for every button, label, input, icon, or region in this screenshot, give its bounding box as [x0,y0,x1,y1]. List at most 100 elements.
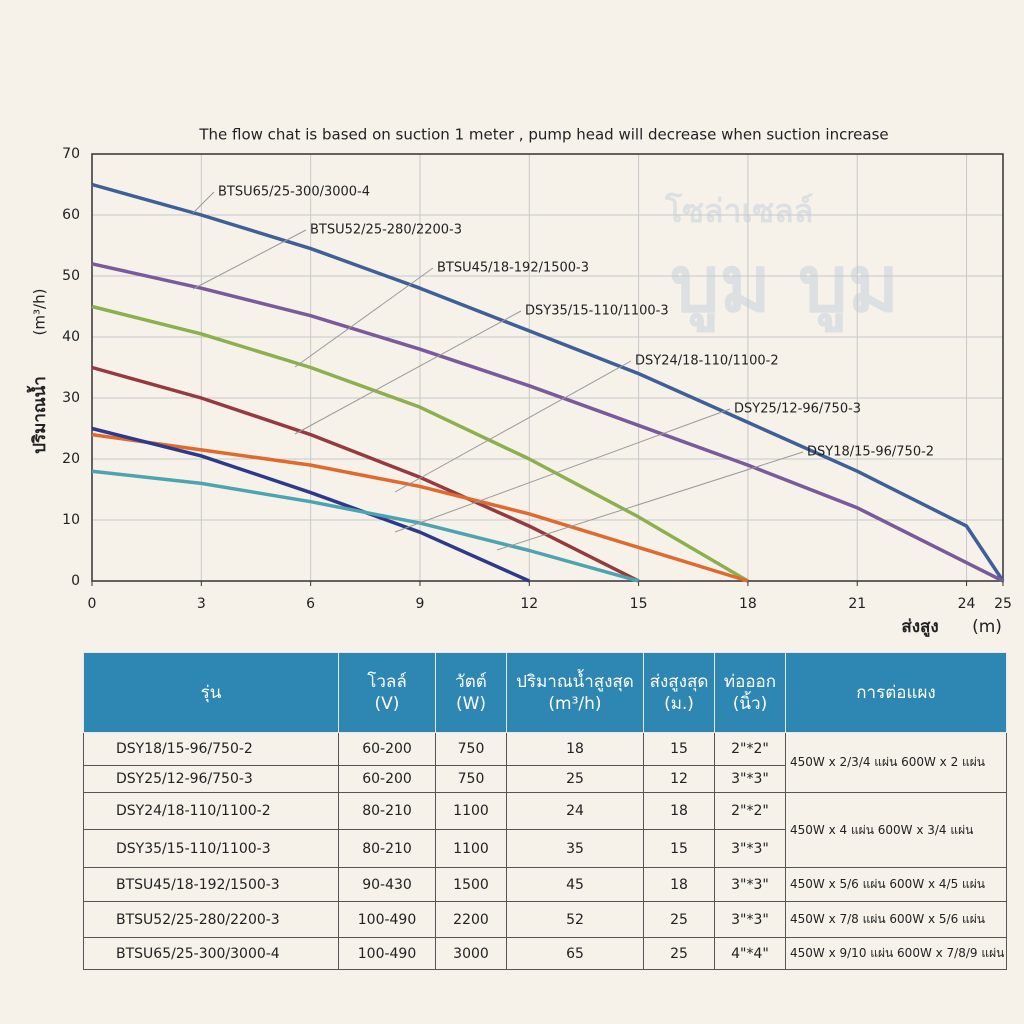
x-tick-label: 25 [994,596,1012,612]
table-cell: 3"*3" [714,901,786,938]
table-cell: 18 [643,867,715,902]
table-row: DSY35/15-110/1100-3 80-210 1100 35 15 3"*3" [83,829,1007,868]
series-label: BTSU65/25-300/3000-4 [218,185,370,200]
x-tick-label: 6 [306,596,315,612]
table-cell: 1500 [435,867,507,902]
series-label: DSY18/15-96/750-2 [807,445,934,460]
header-text: ปริมาณน้ำสูงสุด [516,671,634,692]
table-cell: 750 [435,765,507,793]
table-cell: 25 [643,901,715,938]
table-cell: 1100 [435,792,507,830]
table-cell: 2"*2" [714,732,786,766]
table-cell: 60-200 [338,765,436,793]
series-line [91,182,1005,582]
header-text: (W) [455,693,487,714]
x-tick-label: 12 [520,596,538,612]
header-text: วัตต์ [455,671,487,692]
table-cell: 80-210 [338,792,436,830]
leader-line [294,310,522,435]
series-line [91,365,640,583]
header-text: (นิ้ว) [732,693,768,714]
table-row: DSY18/15-96/750-2 60-200 750 18 15 2"*2" 450W … [83,732,1007,793]
y-tick-label: 30 [62,390,80,406]
table-cell: 450W x 4 แผ่น 600W x 3/4 แผ่น [785,792,1007,868]
table-cell: 18 [643,792,715,830]
table-cell: 3000 [435,937,507,970]
leader-line [496,451,804,551]
table-cell: 100-490 [338,901,436,938]
header-cell: ปริมาณน้ำสูงสุด (m³/h) [506,652,644,733]
table-cell: 4"*4" [714,937,786,970]
series-label: DSY35/15-110/1100-3 [525,304,669,319]
header-text: (ม.) [664,693,694,714]
y-axis-label: ปริมาณน้ำ [26,376,50,454]
table-cell: 80-210 [338,829,436,868]
table-cell: 24 [506,792,644,830]
table-cell: 450W x 9/10 แผ่น 600W x 7/8/9 แผ่น [785,937,1007,970]
table-cell: 1100 [435,829,507,868]
table-cell: 25 [643,937,715,970]
leader-line [192,229,307,290]
header-text: โวลล์ [367,671,407,692]
table-row: BTSU65/25-300/3000-4 100-490 3000 65 25 4"*4"… [83,937,1007,970]
series-line [91,469,640,583]
table-cell: BTSU45/18-192/1500-3 [83,867,339,902]
header-text: รุ่น [200,682,222,703]
x-tick-label: 24 [958,596,976,612]
table-cell: 45 [506,867,644,902]
header-cell: รุ่น [83,652,339,733]
series-label: DSY25/12-96/750-3 [734,402,861,417]
table-cell: 450W x 7/8 แผ่น 600W x 5/6 แผ่น [785,901,1007,938]
table-row: BTSU52/25-280/2200-3 100-490 2200 52 25 3"*3"… [83,901,1007,938]
table-row: BTSU45/18-192/1500-3 90-430 1500 45 18 3"*3" 4… [83,867,1007,902]
y-tick-label: 0 [71,573,80,589]
leader-line [394,360,632,493]
header-text: (V) [374,693,400,714]
table-cell: 3"*3" [714,867,786,902]
series-label: BTSU52/25-280/2200-3 [310,223,462,238]
series-line [91,432,749,583]
table-cell: DSY35/15-110/1100-3 [83,829,339,868]
x-tick-label: 21 [848,596,866,612]
table-row: DSY24/18-110/1100-2 80-210 1100 24 18 2"*2" 45… [83,792,1007,868]
table-cell: 15 [643,732,715,766]
table-cell: 750 [435,732,507,766]
x-tick-label: 3 [197,596,206,612]
table-row: DSY25/12-96/750-3 60-200 750 25 12 3"*3" [83,765,1007,793]
header-cell: ท่อออก (นิ้ว) [714,652,786,733]
series-label: BTSU45/18-192/1500-3 [437,261,589,276]
table-cell: 3"*3" [714,829,786,868]
leader-line [192,191,215,214]
series-line [91,262,1004,583]
table-cell: 3"*3" [714,765,786,793]
table-cell: 65 [506,937,644,970]
table-cell: DSY24/18-110/1100-2 [83,792,339,830]
x-tick-label: 9 [415,596,424,612]
header-text: ส่งสูงสุด [649,671,709,692]
y-tick-label: 50 [62,268,80,284]
header-text: การต่อแผง [856,682,936,703]
table-cell: BTSU52/25-280/2200-3 [83,901,339,938]
chart: The flow chat is based on suction 1 mete… [26,126,1012,639]
table-cell: 90-430 [338,867,436,902]
header-cell: โวลล์ (V) [338,652,436,733]
table-cell: 52 [506,901,644,938]
spec-table: รุ่น โวลล์ (V) วัตต์ (W) ปริมาณน้ำสูงสุด (m³/h… [83,652,1007,970]
leader-line [294,267,434,368]
table-cell: 100-490 [338,937,436,970]
table-cell: DSY25/12-96/750-3 [83,765,339,793]
table-cell: 60-200 [338,732,436,766]
table-cell: 450W x 5/6 แผ่น 600W x 4/5 แผ่น [785,867,1007,902]
chart-title: The flow chat is based on suction 1 mete… [198,126,888,144]
table-cell: 25 [506,765,644,793]
y-tick-label: 20 [62,451,80,467]
x-tick-label: 0 [88,596,97,612]
y-tick-label: 60 [62,207,80,223]
series-line [91,426,530,583]
table-cell: BTSU65/25-300/3000-4 [83,937,339,970]
x-tick-label: 18 [739,596,757,612]
header-cell: วัตต์ (W) [435,652,507,733]
table-cell: 12 [643,765,715,793]
header-cell: ส่งสูงสุด (ม.) [643,652,715,733]
